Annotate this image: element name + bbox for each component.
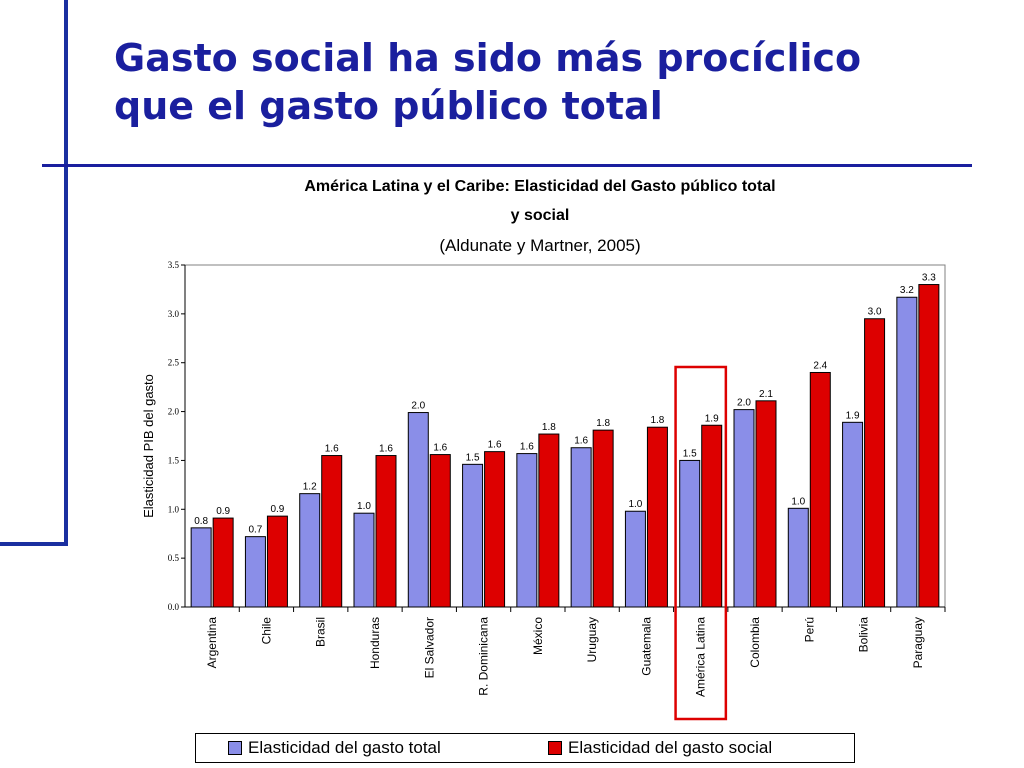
legend-label-total: Elasticidad del gasto total [248,738,441,757]
bar-social [538,433,560,608]
data-label-social: 1.6 [325,444,339,455]
x-tick-label: Paraguay [911,617,925,668]
bar-social [646,426,668,608]
data-label-total: 2.0 [737,398,751,409]
legend-swatch-social [548,741,562,755]
bar-total [353,512,375,608]
bar-social [321,455,343,608]
data-label-total: 1.6 [520,442,534,453]
slide-title-line-1: Gasto social ha sido más procíclico [114,36,862,80]
bar-total [190,527,212,608]
legend-label-social: Elasticidad del gasto social [568,738,773,757]
x-tick-label: Brasil [314,617,328,647]
data-label-total: 1.0 [628,499,642,510]
y-tick-label: 0.0 [168,602,180,612]
x-tick-label: Chile [259,617,273,645]
bar-total [462,463,484,608]
y-tick-label: 2.0 [168,407,180,417]
bar-social [864,318,886,608]
data-label-social: 1.9 [705,413,719,424]
data-label-total: 2.0 [411,401,425,412]
bar-total [679,459,701,608]
bar-social [266,515,288,608]
legend-item-social: Elasticidad del gasto social [548,738,772,758]
legend-item-total: Elasticidad del gasto total [228,738,441,758]
chart-legend: Elasticidad del gasto total Elasticidad … [195,733,855,763]
x-tick-label: México [531,617,545,655]
chart-title-line-2: y social [510,207,570,224]
data-label-social: 3.3 [922,273,936,284]
data-label-total: 1.5 [466,452,480,463]
bar-total [407,412,429,608]
x-tick-label: R. Dominicana [477,617,491,696]
y-tick-label: 0.5 [168,553,180,563]
highlight-box [674,365,728,721]
bar-total [896,296,918,608]
data-label-total: 1.6 [574,436,588,447]
x-tick-label: El Salvador [422,617,436,678]
legend-swatch-total [228,741,242,755]
data-label-total: 1.0 [791,496,805,507]
data-label-social: 0.9 [216,506,230,517]
title-divider [42,164,972,167]
bar-social [755,400,777,608]
x-tick-label: Argentina [205,617,219,669]
bar-total [516,453,538,608]
data-label-social: 2.4 [813,360,827,371]
data-label-total: 1.0 [357,501,371,512]
bar-total [299,493,321,608]
y-axis-title: Elasticidad PIB del gasto [141,374,156,518]
y-tick-label: 1.0 [168,504,180,514]
data-label-total: 1.5 [683,448,697,459]
data-label-social: 1.6 [433,443,447,454]
chart-title-line-1: América Latina y el Caribe: Elasticidad … [304,178,776,195]
y-tick-label: 3.0 [168,309,180,319]
data-label-social: 1.6 [488,440,502,451]
x-tick-label: Bolivia [857,617,871,653]
data-label-total: 0.8 [194,516,208,527]
bar-social [429,454,451,608]
chart-subtitle: (Aldunate y Martner, 2005) [439,236,641,255]
data-label-total: 1.2 [303,482,317,493]
data-label-social: 1.8 [542,422,556,433]
bar-social [484,451,506,608]
data-label-social: 0.9 [270,504,284,515]
slide-title: Gasto social ha sido más procíclico que … [114,34,861,130]
bar-total [624,510,646,608]
slide-title-line-2: que el gasto público total [114,84,663,128]
x-tick-label: América Latina [694,617,708,697]
bar-total [733,409,755,608]
bar-total [244,536,266,608]
bar-social [809,371,831,608]
bar-social [701,424,723,608]
data-label-total: 3.2 [900,285,914,296]
plot-area [184,264,946,608]
bar-total [787,507,809,608]
bar-social [592,429,614,608]
x-tick-label: Colombia [748,617,762,668]
y-tick-label: 2.5 [168,358,180,368]
x-tick-label: Guatemala [639,617,653,676]
data-label-total: 0.7 [248,525,262,536]
bar-social [375,455,397,608]
x-tick-label: Honduras [368,617,382,669]
bar-total [842,421,864,608]
data-label-social: 1.8 [650,415,664,426]
data-label-social: 1.6 [379,444,393,455]
data-label-social: 3.0 [868,307,882,318]
bar-social [212,517,234,608]
data-label-total: 1.9 [846,410,860,421]
x-tick-label: Uruguay [585,617,599,662]
bar-total [570,447,592,608]
data-label-social: 1.8 [596,418,610,429]
bar-social [918,284,940,608]
y-tick-label: 3.5 [168,260,180,270]
slide-side-bar [0,0,68,546]
y-tick-label: 1.5 [168,455,180,465]
x-tick-label: Perú [802,617,816,642]
data-label-social: 2.1 [759,389,773,400]
